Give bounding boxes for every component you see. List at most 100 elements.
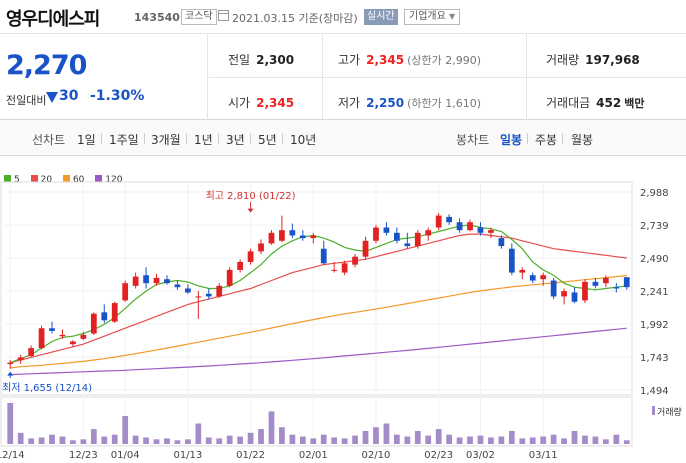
candle-body (205, 293, 212, 297)
open-price: 시가 2,345 (228, 96, 295, 110)
x-tick-label: 01/13 (173, 450, 202, 461)
volume-plot-frame (0, 396, 633, 447)
x-tick-label: 02/01 (299, 450, 328, 461)
volume-bar (310, 438, 317, 444)
volume-bar (17, 432, 24, 444)
volume-bar (153, 439, 160, 444)
tab-3y[interactable]: 3년 (226, 133, 245, 147)
candle-body (289, 230, 296, 236)
candle-body (508, 248, 515, 273)
candle-body (498, 238, 505, 247)
candle-body (362, 240, 369, 257)
volume-bar (435, 429, 442, 444)
candle-body (582, 281, 588, 301)
stock-header: 영우디에스피 143540 코스닥 2021.03.15 기준(장마감) 실시간… (0, 0, 686, 34)
candle-body (279, 230, 285, 241)
max-price-annotation: 최고 2,810 (01/22) (206, 190, 296, 202)
candle-body (488, 230, 494, 233)
volume-bar (414, 430, 421, 444)
volume-bar (498, 436, 505, 444)
tab-1d[interactable]: 1일 (77, 133, 96, 147)
y-tick-label: 2,241 (640, 287, 669, 298)
volume: 거래량 197,968 (546, 53, 640, 67)
change-label: 전일대비 (6, 94, 47, 107)
volume-bar (456, 437, 463, 444)
chart-legend: 5 20 60 120 (4, 175, 130, 185)
candle-body (49, 328, 55, 331)
volume-bar (174, 440, 181, 444)
tab-monthly[interactable]: 월봉 (571, 133, 594, 147)
candle-body (519, 269, 526, 273)
candle-body (467, 222, 473, 231)
candle-body (310, 235, 317, 239)
volume-bar (571, 430, 578, 444)
candle-body (38, 328, 45, 349)
volume-bar (49, 434, 55, 444)
volume-bar (592, 436, 599, 444)
volume-bar (28, 438, 34, 444)
stock-code: 143540 (134, 11, 180, 24)
tab-5y[interactable]: 5년 (258, 133, 277, 147)
candle-body (17, 357, 24, 361)
base-date: 2021.03.15 기준(장마감) (232, 12, 358, 25)
tab-3m[interactable]: 3개월 (151, 133, 181, 147)
volume-bar (216, 438, 223, 444)
trade-amount: 거래대금 452 백만 (546, 96, 645, 110)
y-tick-label: 2,988 (640, 188, 669, 199)
ma5-line (9, 224, 627, 364)
legend-ma20: 20 (30, 175, 52, 185)
tab-1y[interactable]: 1년 (194, 133, 213, 147)
volume-bar (237, 436, 243, 444)
volume-bar (623, 440, 630, 444)
chart-tabs: 선차트 1일 1주일 3개월 1년 3년 5년 10년 봉차트 일봉 주봉 월봉 (0, 120, 686, 156)
volume-bar (80, 439, 87, 444)
volume-bar (352, 435, 358, 444)
volume-bar (59, 436, 66, 444)
volume-bar (132, 435, 139, 444)
tab-1w[interactable]: 1주일 (109, 133, 139, 147)
candle-body (7, 362, 14, 365)
candle-chart-label: 봉차트 (456, 133, 490, 147)
candle-body (561, 291, 567, 297)
candle-body (90, 313, 97, 334)
chevron-down-icon: ▼ (449, 12, 456, 21)
tab-10y[interactable]: 10년 (290, 133, 317, 147)
x-tick-label: 02/10 (362, 450, 391, 461)
tab-daily[interactable]: 일봉 (500, 133, 523, 147)
market-badge: 코스닥 (181, 9, 217, 25)
y-tick-label: 1,743 (640, 353, 669, 364)
candle-body (268, 232, 275, 244)
tab-weekly[interactable]: 주봉 (535, 133, 558, 147)
volume-bar (279, 427, 285, 444)
stock-name: 영우디에스피 (6, 9, 100, 30)
volume-bar (185, 439, 191, 444)
x-tick-label: 03/11 (529, 450, 558, 461)
volume-bar (561, 438, 567, 444)
candle-body (456, 222, 463, 231)
high-price: 고가 2,345 (상한가 2,990) (338, 53, 481, 67)
volume-bar (7, 403, 14, 444)
volume-bar (268, 411, 275, 444)
candle-body (383, 227, 390, 233)
candle-body (613, 287, 620, 289)
volume-bar (467, 436, 473, 444)
candle-body (70, 341, 76, 345)
candle-body (477, 227, 484, 233)
volume-bar (289, 434, 296, 444)
volume-bar (299, 436, 306, 444)
candle-body (592, 281, 599, 286)
volume-bar (383, 423, 390, 444)
candle-body (132, 276, 139, 286)
company-info-label: 기업개요 (409, 11, 446, 22)
volume-bar (582, 435, 588, 444)
x-tick-label: 03/02 (466, 450, 495, 461)
volume-bar (122, 416, 129, 444)
realtime-button[interactable]: 실시간 (364, 9, 398, 25)
max-arrow-head (247, 208, 254, 213)
volume-bar (519, 438, 526, 444)
ma20-line (10, 233, 627, 364)
company-info-dropdown[interactable]: 기업개요 ▼ (404, 9, 461, 25)
volume-bar (362, 430, 369, 444)
volume-legend-label: 거래량 (657, 406, 682, 418)
